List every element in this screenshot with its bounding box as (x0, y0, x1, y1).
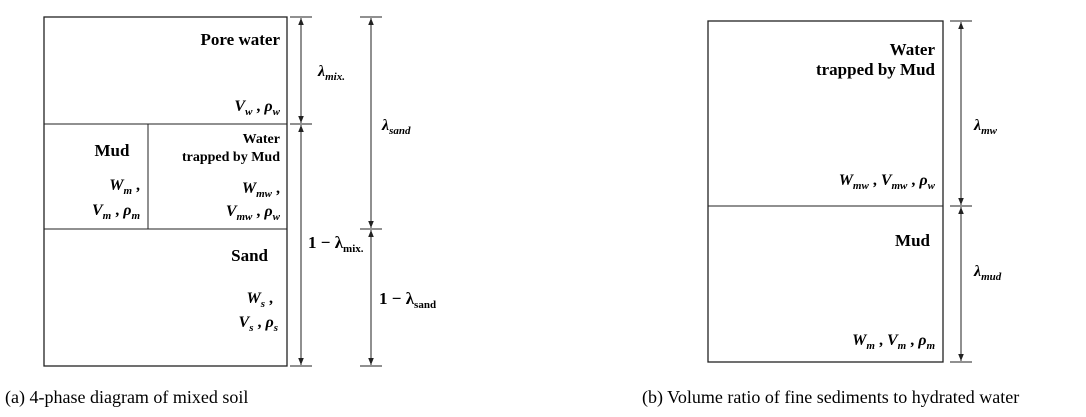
subscript: mw (256, 188, 273, 200)
subscript: sand (414, 299, 436, 311)
symbol: V (234, 98, 246, 115)
symbol: λ (381, 117, 389, 134)
diagram-b: Water trapped by Mud Mud (b) Volume rati… (642, 20, 1019, 408)
symbol: ρ (917, 332, 926, 349)
symbol: V (887, 332, 899, 349)
formula: Vmw , ρw (226, 203, 281, 223)
subscript: w (273, 211, 281, 223)
caption: (b) Volume ratio of fine sediments to hy… (642, 387, 1019, 408)
formula: Vm , ρm (92, 202, 140, 222)
phase-title: Mud (895, 231, 931, 250)
formula: 1 − λsand (379, 289, 436, 311)
subscript: mix. (343, 243, 364, 255)
formula: Wmw , (242, 180, 280, 200)
phase-title: Sand (231, 246, 268, 265)
formula-text: 1 − (379, 289, 406, 308)
formula: Vs , ρs (239, 314, 278, 334)
subscript: m (866, 340, 875, 352)
diagram-a: Pore water Mud Water trapped by Mud Sand… (5, 16, 382, 408)
subscript: m (898, 340, 907, 352)
formula: Wmw , Vmw , ρw (839, 172, 936, 192)
phase-title: Water (243, 132, 280, 147)
subscript: w (273, 106, 281, 118)
symbol: V (92, 202, 104, 219)
formula-text: , (265, 290, 273, 307)
subscript: m (123, 185, 132, 197)
formula-text: , (111, 202, 123, 219)
symbol: ρ (263, 203, 272, 220)
symbol: λ (973, 117, 981, 134)
symbol: λ (317, 63, 325, 80)
phase-title: Mud (95, 141, 131, 160)
formula: λsand (381, 117, 411, 137)
symbol: W (246, 290, 262, 307)
formula-text: , (272, 180, 280, 197)
formula: λmud (973, 263, 1002, 283)
subscript: s (260, 298, 265, 310)
formula-text: , (869, 172, 881, 189)
symbol: W (839, 172, 855, 189)
subscript: s (248, 322, 253, 334)
formula: Wm , (109, 177, 140, 197)
subscript: m (926, 340, 935, 352)
formula-text: , (252, 98, 264, 115)
subscript: sand (388, 125, 411, 137)
subscript: mw (237, 211, 254, 223)
formula: Wm , Vm , ρm (852, 332, 935, 352)
formula-text: , (253, 314, 265, 331)
symbol: ρ (122, 202, 131, 219)
phase-title: trapped by Mud (182, 150, 280, 165)
subscript: w (928, 180, 936, 192)
phase-box (43, 16, 288, 367)
formula: Vw , ρw (234, 98, 280, 118)
subscript: mw (892, 180, 909, 192)
formula-text: , (132, 177, 140, 194)
phase-title: Water (890, 40, 936, 59)
phase-title: Pore water (201, 30, 281, 49)
formula: λmw (973, 117, 998, 137)
symbol: W (242, 180, 258, 197)
symbol: λ (335, 233, 344, 252)
symbol: λ (973, 263, 981, 280)
formula: 1 − λmix. (308, 233, 364, 255)
subscript: m (131, 210, 140, 222)
symbol: V (226, 203, 238, 220)
subscript: s (273, 322, 278, 334)
symbol: V (239, 314, 251, 331)
subscript: mix. (325, 71, 345, 83)
phase-title: trapped by Mud (816, 60, 936, 79)
symbol: W (109, 177, 125, 194)
subscript: mw (853, 180, 870, 192)
symbol: V (881, 172, 893, 189)
formula: Ws , (246, 290, 273, 310)
subscript: m (103, 210, 112, 222)
formula-text: , (875, 332, 887, 349)
symbol: ρ (918, 172, 927, 189)
subscript: mw (981, 125, 998, 137)
symbol: W (852, 332, 868, 349)
caption: (a) 4-phase diagram of mixed soil (5, 387, 248, 408)
formula: λmix. (317, 63, 345, 83)
formula-text: , (252, 203, 264, 220)
symbol: λ (406, 289, 415, 308)
phase-box (707, 20, 944, 363)
formula-text: , (906, 332, 918, 349)
symbol: ρ (264, 314, 273, 331)
symbol: ρ (263, 98, 272, 115)
formula-text: 1 − (308, 233, 335, 252)
subscript: w (245, 106, 253, 118)
subscript: mud (981, 271, 1002, 283)
formula-text: , (907, 172, 919, 189)
